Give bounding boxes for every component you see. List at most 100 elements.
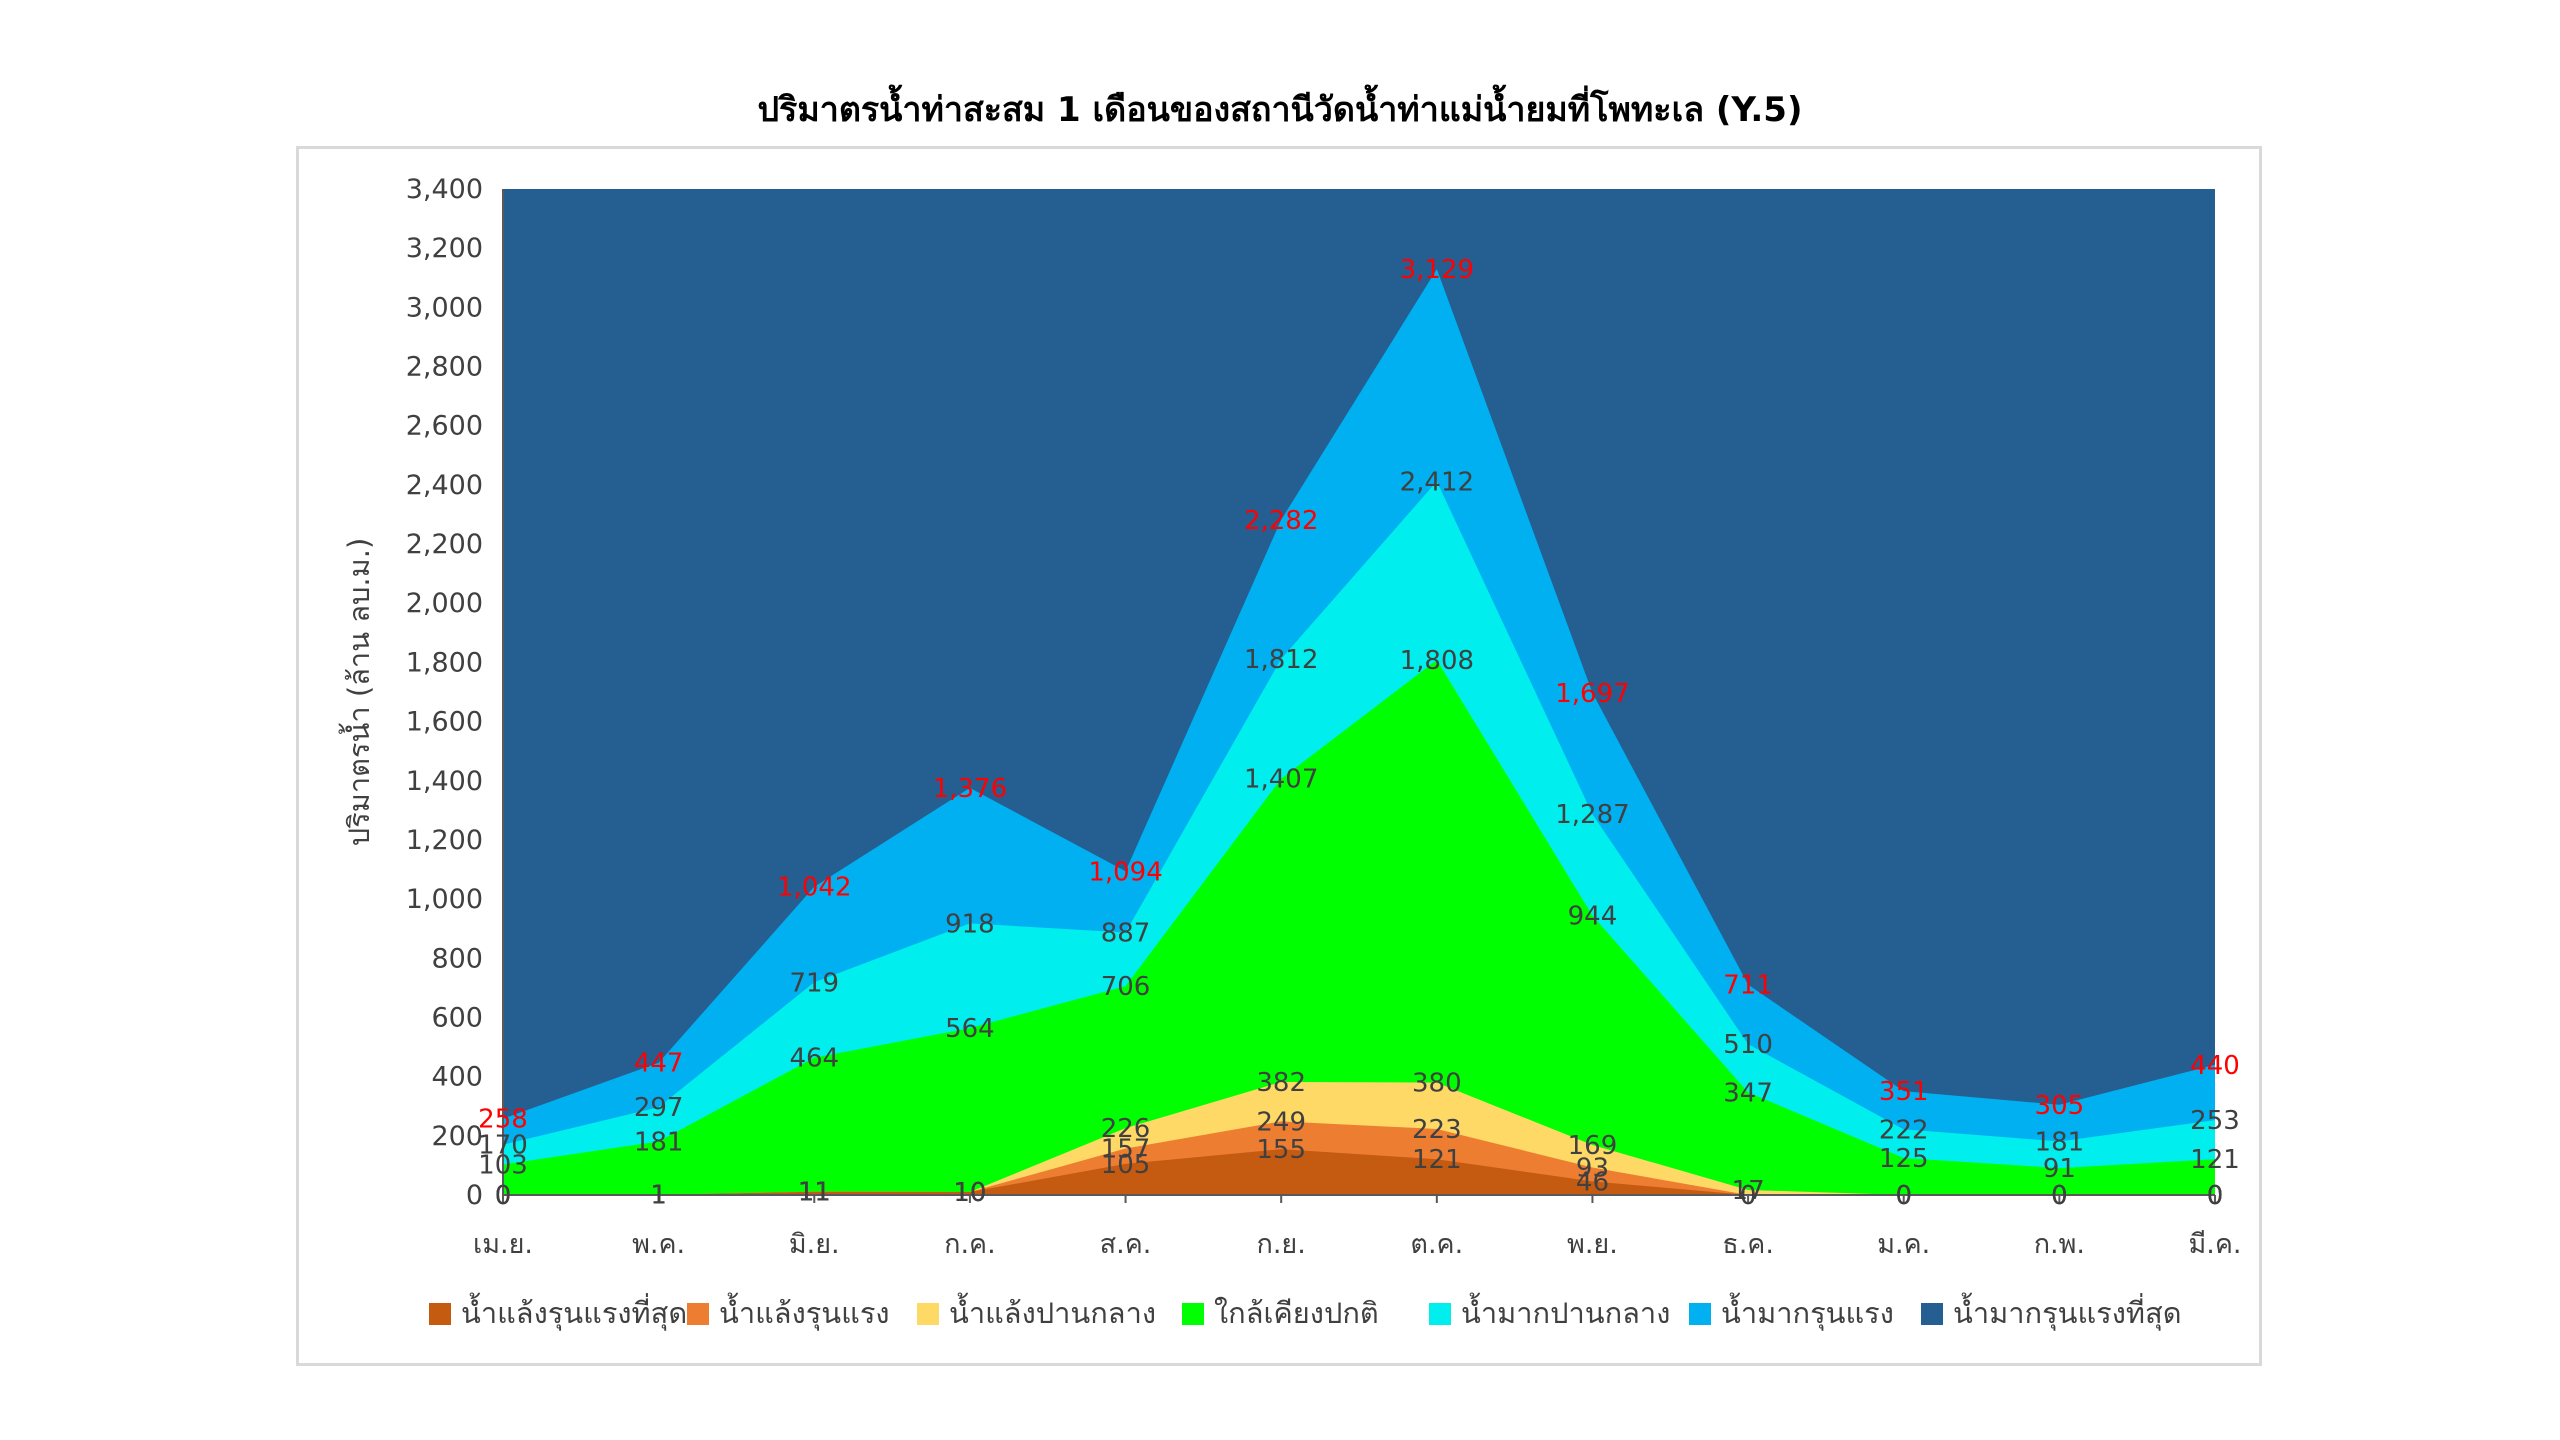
data-label: 0 [2207, 1181, 2224, 1211]
data-label: 0 [1895, 1181, 1912, 1211]
data-label: 2,282 [1244, 506, 1318, 536]
data-label: 0 [495, 1181, 512, 1211]
legend-label: น้ำมากรุนแรง [1721, 1292, 1894, 1331]
data-label: 1 [650, 1181, 667, 1211]
data-label: 305 [2035, 1091, 2085, 1121]
area-series-3 [503, 660, 2215, 1195]
y-tick-label: 2,800 [406, 352, 483, 383]
x-tick-label: มิ.ย. [789, 1229, 840, 1260]
x-tick-label: ก.พ. [2034, 1229, 2085, 1260]
data-label: 222 [1879, 1115, 1929, 1145]
data-label: 0 [1895, 1181, 1912, 1211]
legend-label: ใกล้เคียงปกติ [1214, 1296, 1379, 1330]
data-label: 0 [1740, 1181, 1757, 1211]
legend-label: น้ำมากรุนแรงที่สุด [1953, 1292, 2182, 1331]
data-label: 1,812 [1244, 645, 1318, 675]
y-tick-label: 1,600 [406, 707, 483, 738]
legend-label: น้ำมากปานกลาง [1461, 1292, 1670, 1330]
legend-swatch [1921, 1303, 1943, 1325]
data-label: 105 [1101, 1150, 1151, 1180]
y-tick-label: 2,200 [406, 529, 483, 560]
data-label: 181 [634, 1127, 684, 1157]
data-label: 1,808 [1400, 646, 1474, 676]
data-label: 0 [495, 1181, 512, 1211]
data-label: 125 [1879, 1144, 1929, 1174]
data-label: 564 [945, 1014, 995, 1044]
data-label: 1,407 [1244, 765, 1318, 795]
data-label: 223 [1412, 1115, 1462, 1145]
data-label: 11 [798, 1178, 831, 1208]
y-tick-label: 0 [466, 1180, 483, 1211]
data-label: 93 [1576, 1153, 1609, 1183]
x-tick-label: ก.ย. [1257, 1229, 1306, 1260]
x-tick-label: ม.ค. [1877, 1229, 1930, 1260]
data-label: 181 [2035, 1127, 2085, 1157]
x-tick-label: ก.ค. [944, 1229, 996, 1260]
data-label: 10 [953, 1178, 986, 1208]
area-series-0 [503, 1149, 2215, 1195]
data-label: 382 [1256, 1068, 1306, 1098]
legend-swatch [1182, 1303, 1204, 1325]
legend-swatch [1689, 1303, 1711, 1325]
data-label: 0 [2051, 1181, 2068, 1211]
y-tick-label: 1,400 [406, 766, 483, 797]
y-tick-label: 3,400 [406, 174, 483, 205]
data-label: 464 [789, 1044, 839, 1074]
data-label: 11 [798, 1178, 831, 1208]
data-label: 297 [634, 1093, 684, 1123]
legend-swatch [1429, 1303, 1451, 1325]
data-label: 347 [1723, 1078, 1773, 1108]
y-tick-label: 1,200 [406, 825, 483, 856]
data-label: 706 [1101, 972, 1151, 1002]
data-label: 11 [798, 1178, 831, 1208]
data-label: 0 [2051, 1181, 2068, 1211]
x-tick-label: พ.ย. [1567, 1229, 1618, 1260]
data-label: 253 [2190, 1106, 2240, 1136]
data-label: 510 [1723, 1030, 1773, 1060]
data-label: 17 [1732, 1176, 1765, 1206]
y-tick-label: 600 [431, 1002, 483, 1033]
legend-label: น้ำแล้งปานกลาง [949, 1292, 1156, 1330]
data-label: 121 [2190, 1145, 2240, 1175]
chart-area: 0 200 400 600 800 1,000 1,200 1,400 1,600 1,800 2,… [296, 146, 2262, 1366]
data-label: 719 [789, 968, 839, 998]
y-tick-label: 400 [431, 1062, 483, 1093]
data-label: 440 [2190, 1051, 2240, 1081]
data-label: 944 [1568, 902, 1618, 932]
data-label: 887 [1101, 919, 1151, 949]
data-label: 1,697 [1555, 679, 1629, 709]
y-tick-label: 2,400 [406, 470, 483, 501]
data-label: 2,412 [1400, 467, 1474, 497]
data-label: 0 [1895, 1181, 1912, 1211]
data-label: 1 [650, 1181, 667, 1211]
data-label: 170 [478, 1131, 528, 1161]
y-tick-label: 800 [431, 943, 483, 974]
chart-title: ปริมาตรน้ำท่าสะสม 1 เดือนของสถานีวัดน้ำท… [757, 90, 1803, 130]
x-tick-label: พ.ค. [632, 1229, 685, 1260]
y-tick-label: 1,000 [406, 884, 483, 915]
data-label: 0 [1740, 1181, 1757, 1211]
data-label: 1,287 [1555, 800, 1629, 830]
y-tick-label: 3,200 [406, 233, 483, 264]
x-tick-label: ต.ค. [1410, 1229, 1463, 1260]
data-label: 0 [495, 1181, 512, 1211]
legend-label: น้ำแล้งรุนแรงที่สุด [461, 1292, 687, 1331]
y-tick-label: 200 [431, 1121, 483, 1152]
y-tick-label: 2,000 [406, 588, 483, 619]
data-label: 711 [1723, 971, 1773, 1001]
data-label: 46 [1576, 1167, 1609, 1197]
legend-label: น้ำแล้งรุนแรง [719, 1292, 890, 1331]
data-label: 10 [953, 1178, 986, 1208]
data-label: 3,129 [1400, 255, 1474, 285]
data-label: 249 [1256, 1107, 1306, 1137]
data-label: 169 [1568, 1131, 1618, 1161]
data-label: 380 [1412, 1069, 1462, 1099]
x-tick-label: เม.ย. [473, 1229, 533, 1260]
legend-swatch [917, 1303, 939, 1325]
x-tick-label: ส.ค. [1100, 1229, 1152, 1260]
data-label: 918 [945, 909, 995, 939]
data-label: 447 [634, 1049, 684, 1079]
data-label: 103 [478, 1151, 528, 1181]
data-label: 258 [478, 1105, 528, 1135]
data-label: 91 [2043, 1154, 2076, 1184]
